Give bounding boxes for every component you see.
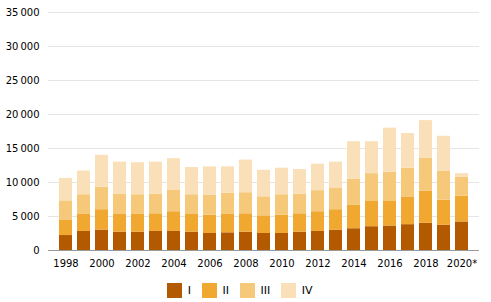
svg-text:15 000: 15 000 [6, 143, 40, 154]
html-text:II: II [222, 284, 230, 297]
svg-text:2020*: 2020* [447, 258, 477, 269]
svg-text:0: 0 [33, 245, 39, 256]
svg-text:2010: 2010 [269, 258, 294, 269]
svg-text:5 000: 5 000 [12, 211, 39, 222]
svg-text:2006: 2006 [197, 258, 222, 269]
svg-text:35 000: 35 000 [6, 7, 40, 18]
svg-text:2012: 2012 [305, 258, 330, 269]
svg-text:20 000: 20 000 [6, 109, 40, 120]
svg-text:2004: 2004 [161, 258, 186, 269]
svg-text:30 000: 30 000 [6, 41, 40, 52]
html-text:IV: IV [301, 284, 313, 297]
svg-text:2000: 2000 [89, 258, 114, 269]
svg-text:25 000: 25 000 [6, 75, 40, 86]
svg-text:2008: 2008 [233, 258, 258, 269]
svg-text:10 000: 10 000 [6, 177, 40, 188]
svg-text:2016: 2016 [377, 258, 402, 269]
svg-text:2018: 2018 [413, 258, 438, 269]
svg-text:2014: 2014 [341, 258, 366, 269]
svg-text:2002: 2002 [125, 258, 150, 269]
svg-text:1998: 1998 [53, 258, 78, 269]
html-text:I: I [187, 284, 192, 297]
html-text:III: III [260, 284, 271, 297]
